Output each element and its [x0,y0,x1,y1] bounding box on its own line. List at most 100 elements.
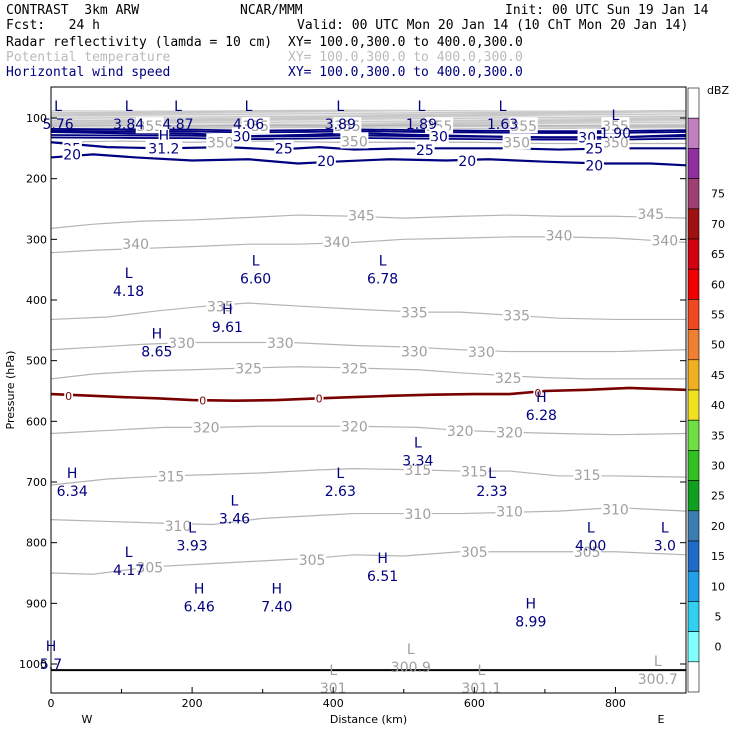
dbz-label-0-bg [64,389,74,402]
clipped-contours [51,109,686,672]
colorbar-level-label: 20 [711,520,725,533]
theta-contour-upper-line [51,109,686,112]
theta-label-310: 310 [602,503,629,519]
theta-label-340-bg [650,231,679,248]
theta-label-305-bg [573,543,602,560]
dbz-label-0-bg [314,391,324,405]
colorbar-swatch [687,359,700,391]
wind-label-25-bg [274,139,294,156]
theta-label-355-bg [601,117,630,134]
theta-contour-320 [51,425,686,436]
colorbar-level-label: 60 [711,278,725,291]
colorbar-level-label: 65 [711,248,725,261]
x-tick-label: 400 [323,697,344,710]
dbz-label-0: 0 [534,387,541,400]
theta-label-340: 340 [651,233,678,249]
theta-contour-upper-line [51,110,686,114]
extremum-marker-L: L [407,642,415,658]
wind-label-25: 25 [275,142,293,158]
colorbar-level-label: 10 [711,580,725,593]
dbz-label-0: 0 [199,394,206,407]
theta-label-320: 320 [193,421,220,437]
wind-label-20: 20 [63,148,81,164]
colorbar-level-label: 25 [711,490,725,503]
theta-label-350: 350 [602,136,629,152]
theta-label-330-bg [266,333,295,350]
theta-label-335-bg [502,306,531,323]
theta-label-350: 350 [341,134,368,150]
theta-label-325: 325 [341,361,368,377]
theta-label-335-bg [400,303,429,320]
colorbar-swatch [687,117,700,149]
extremum-marker-L: L [612,108,620,124]
colorbar-level-label: 75 [711,188,725,201]
colorbar-level-label: 0 [715,641,722,654]
extremum-marker-L: L [499,99,507,115]
x-tick-label: 800 [605,697,626,710]
theta-label-310-bg [163,517,193,534]
wind-label-20: 20 [458,154,476,170]
theta-label-320-bg [192,418,221,435]
wind-label-20-bg [316,151,336,168]
theta-label-315-bg [403,461,432,478]
wind-label-20-bg [457,151,477,168]
theta-label-335: 335 [401,305,428,321]
theta-label-350-bg [601,133,630,150]
theta-label-310-bg [495,502,524,519]
colorbar-level-label: 35 [711,429,725,442]
theta-label-325-bg [340,359,369,376]
theta-label-350-bg [206,133,235,150]
extremum-value: 4.00 [575,539,606,555]
theta-contour-325 [51,366,686,380]
colorbar-swatch [687,148,700,179]
extremum-value: 1.89 [406,117,437,133]
y-tick-label: 900 [26,597,47,610]
wind-label-25-bg [415,140,435,157]
dbz-colorbar: dBZ 0 5 10 15 20 25 30 35 40 45 50 55 60 65 70 75 [687,84,729,693]
theta-label-315-bg [156,467,185,484]
colorbar-level-label: 45 [711,369,725,382]
extremum-value: 6.34 [57,484,88,500]
field-3-name: Horizontal wind speed [6,65,171,80]
extremum-value: 4.06 [233,117,264,133]
theta-contour-335 [51,302,686,321]
y-tick-label: 200 [26,173,47,186]
extremum-marker-H: H [67,466,78,482]
extremum-marker-L: L [336,99,344,115]
extremum-value: 8.65 [141,344,172,360]
colorbar-level-label: 15 [711,550,725,563]
theta-label-305: 305 [574,545,601,561]
theta-label-325-bg [234,359,263,376]
extremum-marker-L: L [414,436,422,452]
wind-label-30-bg [231,127,252,144]
theta-label-315: 315 [461,464,488,480]
extremum-value: 6.28 [526,408,557,424]
theta-label-325-bg [494,368,523,386]
wind-label-30-bg [429,127,449,144]
theta-label-305-bg [135,558,164,575]
theta-label-345-bg [347,206,376,223]
extremum-marker-L: L [125,99,133,115]
theta-label-355: 355 [510,119,537,135]
theta-label-355-bg [135,117,164,134]
field-1-name: Radar reflectivity (lamda = 10 cm) [6,35,273,50]
theta-label-335: 335 [503,308,530,324]
y-tick-label: 1000 [19,658,47,671]
extremum-marker-L: L [661,521,669,537]
theta-label-350: 350 [207,136,234,152]
x-tick-label: 0 [48,697,55,710]
extremum-value: 1.63 [487,117,518,133]
colorbar-swatch [687,601,700,632]
extremum-marker-L: L [336,466,344,482]
extremum-value: 3.93 [177,539,208,555]
extremum-value: 301.1 [461,681,501,697]
extremum-value: 3.89 [325,117,356,133]
wind-label-25-bg [584,139,604,156]
theta-label-355-bg [333,117,362,134]
extremum-marker-H: H [194,581,205,597]
theta-label-320: 320 [447,424,474,440]
field-3-xy: XY= 100.0,300.0 to 400.0,300.0 [288,65,523,80]
extremum-value: 2.63 [325,484,356,500]
extremum-value: 6.51 [367,569,398,585]
dbz-label-0-bg [533,386,543,399]
